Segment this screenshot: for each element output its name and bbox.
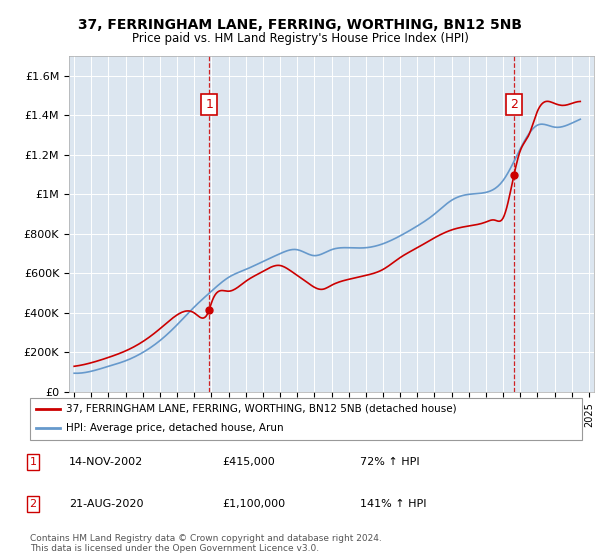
- Text: 1: 1: [205, 98, 213, 111]
- FancyBboxPatch shape: [30, 398, 582, 440]
- Text: 2: 2: [29, 499, 37, 509]
- Text: £1,100,000: £1,100,000: [222, 499, 285, 509]
- Text: 21-AUG-2020: 21-AUG-2020: [69, 499, 143, 509]
- Text: 141% ↑ HPI: 141% ↑ HPI: [360, 499, 427, 509]
- Text: 1: 1: [29, 457, 37, 467]
- Text: 14-NOV-2002: 14-NOV-2002: [69, 457, 143, 467]
- Text: 2: 2: [510, 98, 518, 111]
- Text: £415,000: £415,000: [222, 457, 275, 467]
- Text: Price paid vs. HM Land Registry's House Price Index (HPI): Price paid vs. HM Land Registry's House …: [131, 32, 469, 45]
- Text: 72% ↑ HPI: 72% ↑ HPI: [360, 457, 419, 467]
- Text: Contains HM Land Registry data © Crown copyright and database right 2024.
This d: Contains HM Land Registry data © Crown c…: [30, 534, 382, 553]
- Text: HPI: Average price, detached house, Arun: HPI: Average price, detached house, Arun: [66, 423, 284, 433]
- Text: 37, FERRINGHAM LANE, FERRING, WORTHING, BN12 5NB (detached house): 37, FERRINGHAM LANE, FERRING, WORTHING, …: [66, 404, 457, 414]
- Text: 37, FERRINGHAM LANE, FERRING, WORTHING, BN12 5NB: 37, FERRINGHAM LANE, FERRING, WORTHING, …: [78, 18, 522, 32]
